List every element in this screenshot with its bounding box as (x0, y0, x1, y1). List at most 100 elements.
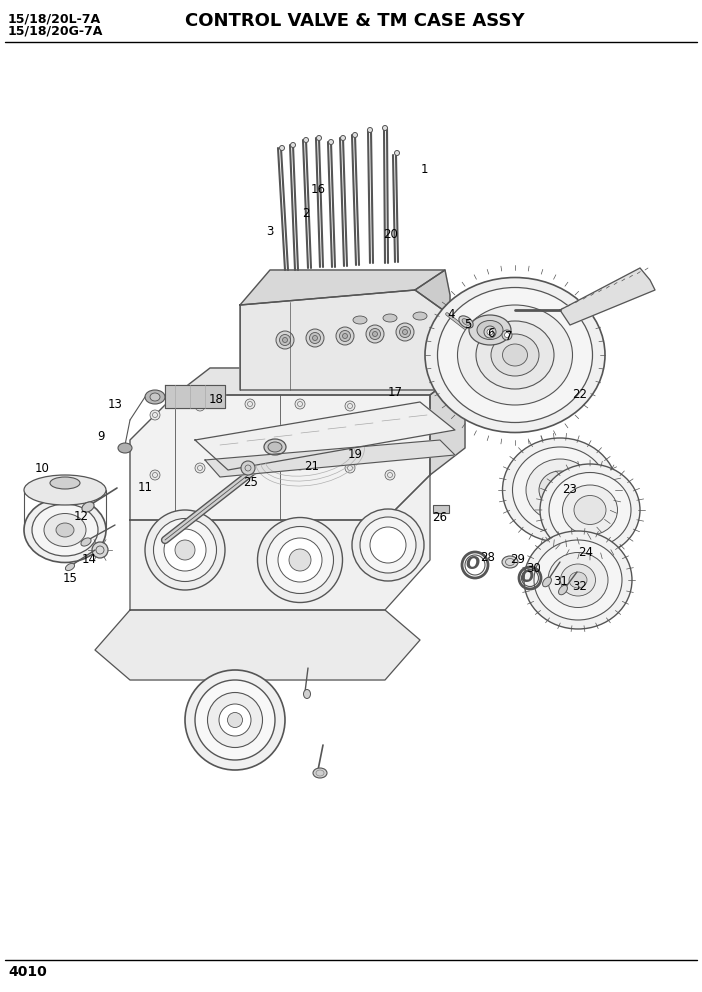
Ellipse shape (289, 549, 311, 571)
Ellipse shape (373, 331, 378, 336)
Circle shape (245, 460, 255, 470)
Ellipse shape (82, 502, 94, 512)
Ellipse shape (540, 464, 640, 556)
Text: 29: 29 (510, 553, 525, 566)
Text: 21: 21 (304, 460, 319, 473)
Ellipse shape (291, 143, 296, 148)
Polygon shape (240, 270, 445, 305)
Ellipse shape (458, 305, 573, 405)
Ellipse shape (50, 477, 80, 489)
Ellipse shape (306, 329, 324, 347)
Ellipse shape (227, 712, 242, 727)
Polygon shape (130, 475, 430, 610)
Text: 18: 18 (209, 393, 224, 406)
Ellipse shape (195, 680, 275, 760)
Circle shape (345, 463, 355, 473)
Ellipse shape (574, 495, 606, 525)
Ellipse shape (476, 321, 554, 389)
Ellipse shape (413, 312, 427, 320)
Ellipse shape (487, 329, 493, 335)
Ellipse shape (24, 498, 106, 562)
Circle shape (150, 410, 160, 420)
Ellipse shape (340, 330, 350, 341)
Text: CONTROL VALVE & TM CASE ASSY: CONTROL VALVE & TM CASE ASSY (185, 12, 524, 30)
Circle shape (195, 401, 205, 411)
Ellipse shape (526, 459, 594, 521)
Polygon shape (130, 395, 430, 520)
Ellipse shape (370, 527, 406, 563)
Text: 15/18/20G-7A: 15/18/20G-7A (8, 25, 103, 38)
Text: O: O (520, 569, 534, 584)
Ellipse shape (360, 517, 416, 573)
Ellipse shape (352, 509, 424, 581)
Text: 28: 28 (480, 551, 495, 564)
Ellipse shape (310, 332, 321, 343)
Ellipse shape (548, 553, 608, 607)
Ellipse shape (503, 344, 527, 366)
Ellipse shape (264, 439, 286, 455)
Ellipse shape (366, 325, 384, 343)
Ellipse shape (491, 334, 539, 376)
Ellipse shape (219, 704, 251, 736)
Ellipse shape (282, 337, 288, 342)
Ellipse shape (44, 514, 86, 547)
Ellipse shape (279, 334, 291, 345)
Text: 16: 16 (311, 183, 326, 196)
Ellipse shape (559, 585, 567, 595)
Text: 1: 1 (421, 163, 428, 176)
Ellipse shape (543, 577, 552, 587)
Ellipse shape (502, 556, 518, 568)
Ellipse shape (477, 320, 503, 339)
Polygon shape (95, 610, 420, 680)
Ellipse shape (56, 523, 74, 537)
Text: 4010: 4010 (8, 965, 47, 979)
Ellipse shape (569, 572, 587, 588)
Ellipse shape (469, 315, 511, 345)
Ellipse shape (343, 333, 347, 338)
Ellipse shape (329, 140, 333, 145)
Polygon shape (430, 368, 465, 475)
Ellipse shape (258, 518, 343, 602)
Ellipse shape (164, 529, 206, 571)
Text: 26: 26 (432, 511, 447, 524)
Circle shape (385, 410, 395, 420)
Ellipse shape (278, 538, 322, 582)
Text: 13: 13 (108, 398, 123, 411)
Ellipse shape (336, 327, 354, 345)
Text: 14: 14 (82, 553, 97, 566)
Polygon shape (165, 385, 225, 408)
Ellipse shape (534, 540, 622, 620)
Text: 7: 7 (505, 330, 512, 343)
Ellipse shape (312, 335, 317, 340)
Ellipse shape (462, 318, 470, 325)
Ellipse shape (24, 475, 106, 505)
Ellipse shape (185, 670, 285, 770)
Ellipse shape (353, 316, 367, 324)
Ellipse shape (340, 136, 345, 141)
Ellipse shape (65, 563, 74, 570)
Circle shape (241, 461, 255, 475)
Ellipse shape (459, 315, 473, 328)
Text: 4: 4 (447, 308, 454, 321)
Ellipse shape (524, 531, 632, 629)
Text: 15: 15 (63, 572, 78, 585)
Polygon shape (415, 270, 450, 315)
Text: 25: 25 (243, 476, 258, 489)
Text: 19: 19 (348, 448, 363, 461)
Text: 24: 24 (578, 546, 593, 559)
Circle shape (345, 401, 355, 411)
Ellipse shape (150, 393, 160, 401)
Ellipse shape (313, 768, 327, 778)
Ellipse shape (512, 447, 607, 533)
Ellipse shape (549, 480, 571, 500)
Text: 32: 32 (572, 580, 587, 593)
Ellipse shape (539, 471, 581, 509)
Text: 20: 20 (383, 228, 398, 241)
Ellipse shape (484, 326, 496, 338)
Text: 31: 31 (553, 575, 568, 588)
Ellipse shape (32, 504, 98, 556)
Ellipse shape (425, 278, 605, 433)
Ellipse shape (279, 146, 284, 151)
Polygon shape (195, 402, 455, 470)
Circle shape (295, 399, 305, 409)
